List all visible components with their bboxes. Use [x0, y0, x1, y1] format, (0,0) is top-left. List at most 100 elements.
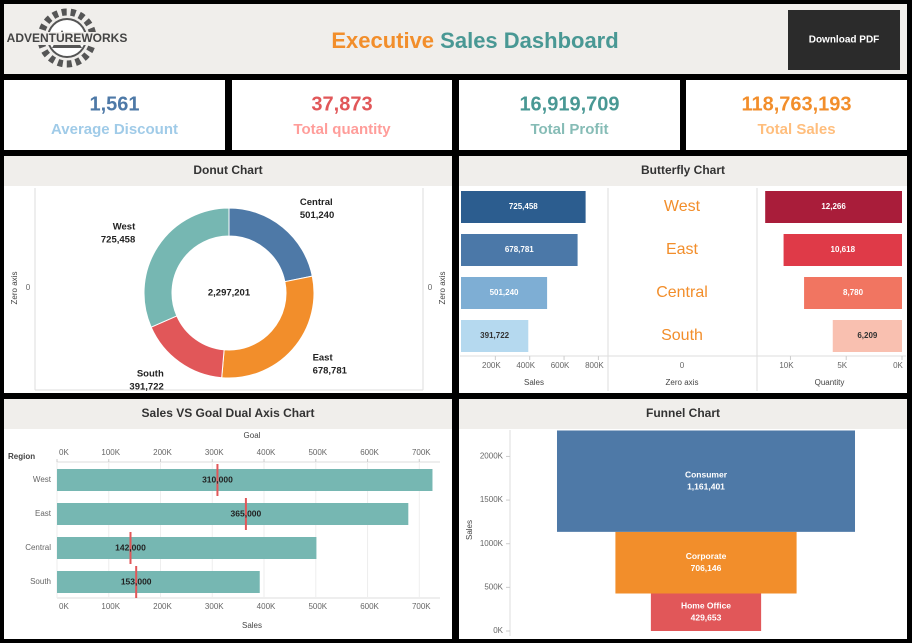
x-tick-label: 5K [837, 361, 847, 370]
x-tick-label: 400K [257, 602, 276, 611]
bar-label: 12,266 [821, 202, 846, 211]
bar-label: 391,722 [480, 331, 509, 340]
x-tick-label: 200K [153, 602, 172, 611]
bar [461, 234, 578, 266]
axis-title: Sales [524, 378, 544, 387]
axis-title: Sales [465, 520, 474, 540]
slice-value: 391,722 [129, 381, 163, 392]
x-tick-label: 800K [585, 361, 604, 370]
donut-total: 2,297,201 [208, 288, 251, 299]
x-tick-label: 500K [308, 448, 327, 457]
title-part: Executive [331, 28, 434, 53]
kpi-label: Total Sales [757, 121, 835, 138]
x-tick-label: 500K [308, 602, 327, 611]
kpi-card [232, 80, 452, 150]
segment-value: 706,146 [691, 563, 722, 573]
panel-header [4, 156, 452, 186]
bar [57, 571, 260, 593]
category-label: South [30, 577, 51, 586]
row-header: Region [8, 452, 35, 461]
panel-header [459, 399, 907, 429]
segment-label: Consumer [685, 469, 728, 479]
category-label: West [33, 475, 52, 484]
bar [57, 537, 317, 559]
bar-label: 10,618 [831, 245, 856, 254]
segment-value: 1,161,401 [687, 481, 725, 491]
bar [461, 320, 529, 352]
category-label: West [664, 198, 701, 215]
segment-value: 429,653 [691, 612, 722, 622]
kpi-label: Average Discount [51, 121, 178, 138]
bar [57, 503, 409, 525]
x-tick-label: 100K [101, 448, 120, 457]
slice-value: 725,458 [101, 234, 135, 245]
title-part: Sales Dashboard [440, 28, 619, 53]
x-tick-label: 600K [360, 602, 379, 611]
slice-label: West [113, 221, 136, 232]
y-tick-label: 1000K [480, 539, 504, 548]
dashboard-title: Executive Sales Dashboard [331, 28, 618, 53]
y-tick-label: 500K [484, 582, 503, 591]
bar [57, 469, 433, 491]
bar [461, 277, 548, 309]
x-tick-label: 700K [412, 448, 431, 457]
y-tick-label: 1500K [480, 495, 504, 504]
kpi-label: Total Profit [530, 121, 608, 138]
x-tick-label: 200K [153, 448, 172, 457]
axis-title: Zero axis [666, 378, 699, 387]
x-tick-label: 700K [412, 602, 431, 611]
x-tick-label: 0 [680, 361, 685, 370]
download-button[interactable]: Download PDF [788, 10, 900, 70]
panel-title: Funnel Chart [646, 406, 720, 420]
bar-label: 501,240 [490, 288, 519, 297]
kpi-card [4, 80, 225, 150]
slice-label: Central [300, 197, 333, 208]
panel-header [459, 156, 907, 186]
slice-label: South [137, 368, 164, 379]
panel-title: Donut Chart [193, 163, 262, 177]
kpi-card [459, 80, 680, 150]
slice-value: 678,781 [313, 365, 348, 376]
goal-label: 365,000 [231, 508, 262, 518]
x-tick-label: 0K [59, 602, 69, 611]
axis-title: Zero axis [10, 272, 19, 305]
y2-tick-label: 0 [428, 283, 433, 292]
logo: ADVENTUREWORKS [7, 8, 127, 68]
kpi-value: 16,919,709 [519, 93, 619, 115]
funnel-segment [615, 531, 797, 594]
header [4, 4, 907, 74]
kpi-value: 37,873 [311, 93, 372, 115]
panel-title: Sales VS Goal Dual Axis Chart [142, 406, 315, 420]
bar-label: 725,458 [509, 202, 538, 211]
panel-title: Butterfly Chart [641, 163, 725, 177]
bar [804, 277, 902, 309]
x-tick-label: 0K [59, 448, 69, 457]
x-tick-label: 200K [482, 361, 501, 370]
bar [783, 234, 902, 266]
category-label: East [35, 509, 52, 518]
axis-title: Zero axis [438, 272, 447, 305]
x-tick-label: 0K [893, 361, 903, 370]
kpi-value: 1,561 [89, 93, 139, 115]
y-tick-label: 2000K [480, 452, 504, 461]
x-tick-label: 400K [257, 448, 276, 457]
x-tick-label: 10K [779, 361, 794, 370]
button-label[interactable]: Download PDF [809, 35, 880, 46]
goal-label: 310,000 [202, 474, 233, 484]
category-label: South [661, 327, 703, 344]
kpi-card [686, 80, 907, 150]
x-tick-label: 400K [516, 361, 535, 370]
segment-label: Home Office [681, 600, 731, 610]
slice-value: 501,240 [300, 210, 334, 221]
bar [832, 320, 902, 352]
kpi-value: 118,763,193 [741, 93, 851, 115]
x-tick-label: 100K [101, 602, 120, 611]
category-label: East [666, 241, 699, 258]
button-bg[interactable] [788, 10, 900, 70]
x-tick-label: 600K [551, 361, 570, 370]
axis-title: Sales [242, 621, 262, 630]
bar-label: 8,780 [843, 288, 864, 297]
axis-title: Goal [244, 431, 261, 440]
y-tick-label: 0K [493, 626, 503, 635]
